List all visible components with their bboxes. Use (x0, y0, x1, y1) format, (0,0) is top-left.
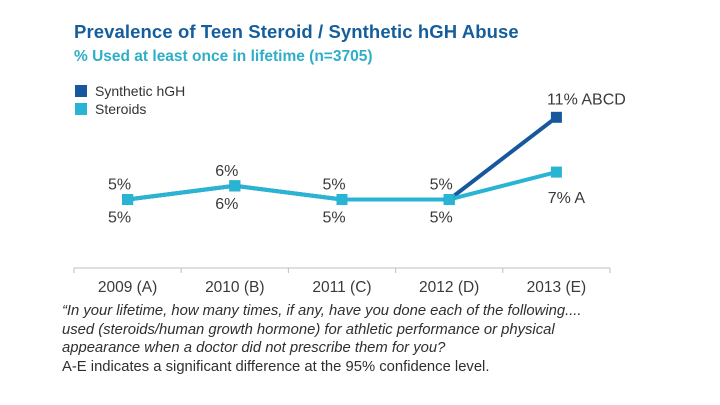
survey-question-line-3: appearance when a doctor did not prescri… (62, 340, 446, 356)
data-point-label-synthetic-hgh: 5% (430, 177, 453, 194)
significance-note: A-E indicates a significant difference a… (62, 358, 490, 375)
chart-subtitle: % Used at least once in lifetime (n=3705… (74, 48, 373, 65)
x-axis-label: 2013 (E) (527, 279, 586, 296)
survey-question-line-1: “In your lifetime, how many times, if an… (62, 303, 582, 319)
legend-item-steroids: Steroids (75, 100, 185, 117)
legend-swatch-synthetic-hgh-icon (75, 84, 87, 97)
legend: Synthetic hGH Steroids (75, 82, 185, 118)
x-axis-label: 2012 (D) (419, 279, 479, 296)
legend-label-synthetic-hgh: Synthetic hGH (95, 82, 186, 99)
x-axis-label: 2009 (A) (98, 279, 157, 296)
data-point-label-steroids: 7% A (548, 190, 586, 207)
data-point-marker-steroids (336, 194, 348, 205)
survey-question-line-2: used (steroids/human growth hormone) for… (62, 321, 555, 338)
page-title: Prevalence of Teen Steroid / Synthetic h… (74, 21, 519, 42)
data-point-marker-steroids (229, 180, 241, 192)
data-point-label-synthetic-hgh: 11% ABCD (547, 91, 626, 108)
data-point-marker-steroids (550, 166, 562, 178)
data-point-label-synthetic-hgh: 5% (322, 177, 345, 194)
footnote: “In your lifetime, how many times, if an… (62, 302, 702, 376)
data-point-marker-steroids (443, 194, 455, 205)
legend-item-synthetic-hgh: Synthetic hGH (75, 82, 185, 99)
legend-swatch-steroids-icon (75, 102, 87, 115)
x-axis-label: 2011 (C) (312, 279, 371, 296)
data-point-label-steroids: 6% (215, 196, 238, 213)
data-point-label-synthetic-hgh: 6% (215, 163, 238, 180)
x-axis-label: 2010 (B) (205, 279, 264, 296)
data-point-label-steroids: 5% (430, 210, 453, 227)
data-point-label-steroids: 5% (322, 210, 345, 227)
legend-label-steroids: Steroids (95, 100, 147, 117)
data-point-label-steroids: 5% (108, 210, 131, 227)
data-point-label-synthetic-hgh: 5% (108, 177, 131, 194)
data-point-marker-steroids (122, 194, 134, 205)
data-point-marker-synthetic-hgh (550, 111, 562, 123)
